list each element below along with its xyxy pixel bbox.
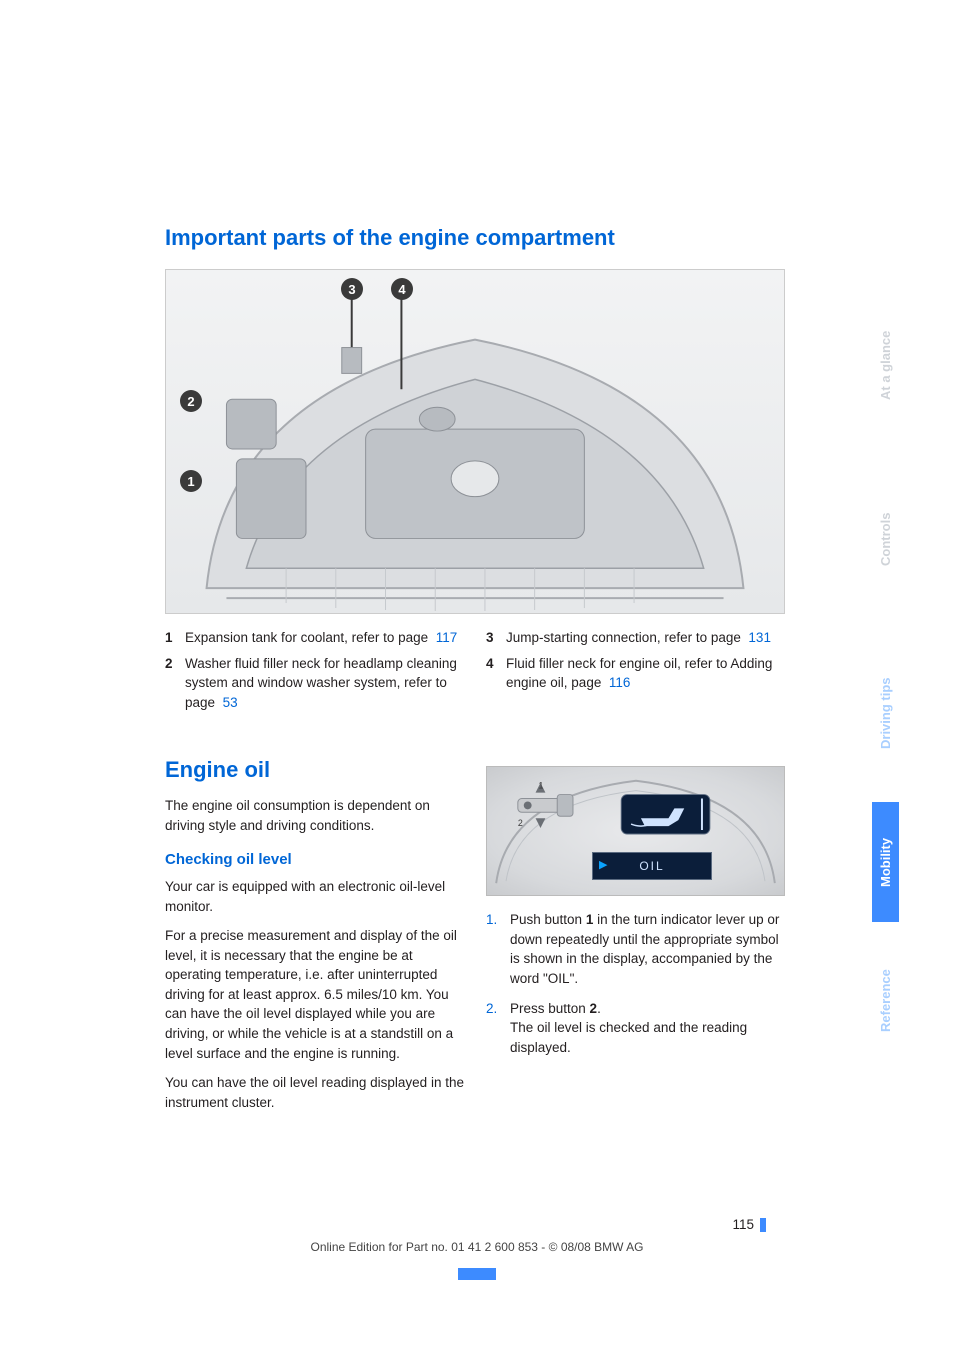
- legend-item: 4 Fluid filler neck for engine oil, refe…: [486, 654, 785, 693]
- checking-oil-level-title: Checking oil level: [165, 849, 464, 871]
- step-text-a: Push button: [510, 912, 586, 927]
- page-number-bar-icon: [760, 1218, 766, 1232]
- step-text-a: Press button: [510, 1001, 590, 1016]
- tab-mobility[interactable]: Mobility: [872, 802, 899, 922]
- engine-oil-left-col: Engine oil The engine oil consumption is…: [165, 726, 464, 1122]
- legend-left-col: 1 Expansion tank for coolant, refer to p…: [165, 628, 464, 718]
- legend-number: 2: [165, 654, 185, 713]
- step-text-b: .: [597, 1001, 601, 1016]
- side-tabs: At a glance Controls Driving tips Mobili…: [872, 280, 914, 1080]
- legend-number: 4: [486, 654, 506, 693]
- section-title: Important parts of the engine compartmen…: [165, 225, 785, 251]
- svg-text:1: 1: [539, 781, 544, 791]
- tab-driving-tips[interactable]: Driving tips: [872, 628, 899, 798]
- page: Important parts of the engine compartmen…: [0, 0, 954, 1350]
- figure-marker-1: 1: [180, 470, 202, 492]
- engine-oil-columns: Engine oil The engine oil consumption is…: [165, 726, 785, 1122]
- page-ref-link[interactable]: 131: [748, 630, 771, 645]
- engine-compartment-illustration: [166, 270, 784, 613]
- footer-text: Online Edition for Part no. 01 41 2 600 …: [0, 1240, 954, 1254]
- arrow-right-icon: ▶: [599, 858, 609, 874]
- tab-reference[interactable]: Reference: [872, 926, 899, 1076]
- svg-text:2: 2: [518, 818, 523, 828]
- engine-oil-right-col: 1 2 ▶ OIL: [486, 726, 785, 1122]
- step-text-c: The oil level is checked and the reading…: [510, 1020, 747, 1055]
- legend-columns: 1 Expansion tank for coolant, refer to p…: [165, 628, 785, 718]
- engine-oil-intro: The engine oil consumption is dependent …: [165, 796, 464, 835]
- legend-text-a: Fluid filler neck for engine oil, refer …: [506, 656, 772, 691]
- oil-label: OIL: [639, 858, 664, 875]
- legend-number: 1: [165, 628, 185, 648]
- page-ref-link[interactable]: 116: [609, 675, 631, 690]
- engine-oil-title: Engine oil: [165, 754, 464, 786]
- oil-display-panel: ▶ OIL: [592, 852, 712, 880]
- legend-item: 3 Jump-starting connection, refer to pag…: [486, 628, 785, 648]
- tab-controls[interactable]: Controls: [872, 454, 899, 624]
- legend-item: 2 Washer fluid filler neck for headlamp …: [165, 654, 464, 713]
- step-item: 1. Push button 1 in the turn indicator l…: [486, 910, 785, 988]
- legend-text: Washer fluid filler neck for headlamp cl…: [185, 654, 464, 713]
- legend-right-col: 3 Jump-starting connection, refer to pag…: [486, 628, 785, 718]
- legend-text-a: Jump-starting connection, refer to page: [506, 630, 741, 645]
- page-ref-link[interactable]: 53: [223, 695, 238, 710]
- engine-oil-p2: For a precise measurement and display of…: [165, 926, 464, 1063]
- step-bold: 2: [590, 1001, 598, 1016]
- legend-number: 3: [486, 628, 506, 648]
- legend-item: 1 Expansion tank for coolant, refer to p…: [165, 628, 464, 648]
- engine-compartment-figure: 1 2 3 4: [165, 269, 785, 614]
- step-item: 2. Press button 2. The oil level is chec…: [486, 999, 785, 1058]
- steps-list: 1. Push button 1 in the turn indicator l…: [486, 910, 785, 1057]
- instrument-display-figure: 1 2 ▶ OIL: [486, 766, 785, 896]
- tab-at-a-glance[interactable]: At a glance: [872, 280, 899, 450]
- page-number: 115: [732, 1217, 766, 1232]
- content-area: Important parts of the engine compartmen…: [165, 225, 785, 1122]
- footer-bar-icon: [458, 1268, 496, 1280]
- figure-marker-4: 4: [391, 278, 413, 300]
- engine-oil-p1: Your car is equipped with an electronic …: [165, 877, 464, 916]
- figure-marker-2: 2: [180, 390, 202, 412]
- figure-marker-3: 3: [341, 278, 363, 300]
- page-number-value: 115: [732, 1217, 754, 1232]
- page-ref-link[interactable]: 117: [436, 630, 458, 645]
- legend-text-a: Expansion tank for coolant, refer to pag…: [185, 630, 428, 645]
- engine-oil-p3: You can have the oil level reading displ…: [165, 1073, 464, 1112]
- legend-text: Fluid filler neck for engine oil, refer …: [506, 654, 785, 693]
- step-number: 1.: [486, 910, 497, 930]
- legend-text: Jump-starting connection, refer to page …: [506, 628, 785, 648]
- legend-text: Expansion tank for coolant, refer to pag…: [185, 628, 464, 648]
- step-number: 2.: [486, 999, 497, 1019]
